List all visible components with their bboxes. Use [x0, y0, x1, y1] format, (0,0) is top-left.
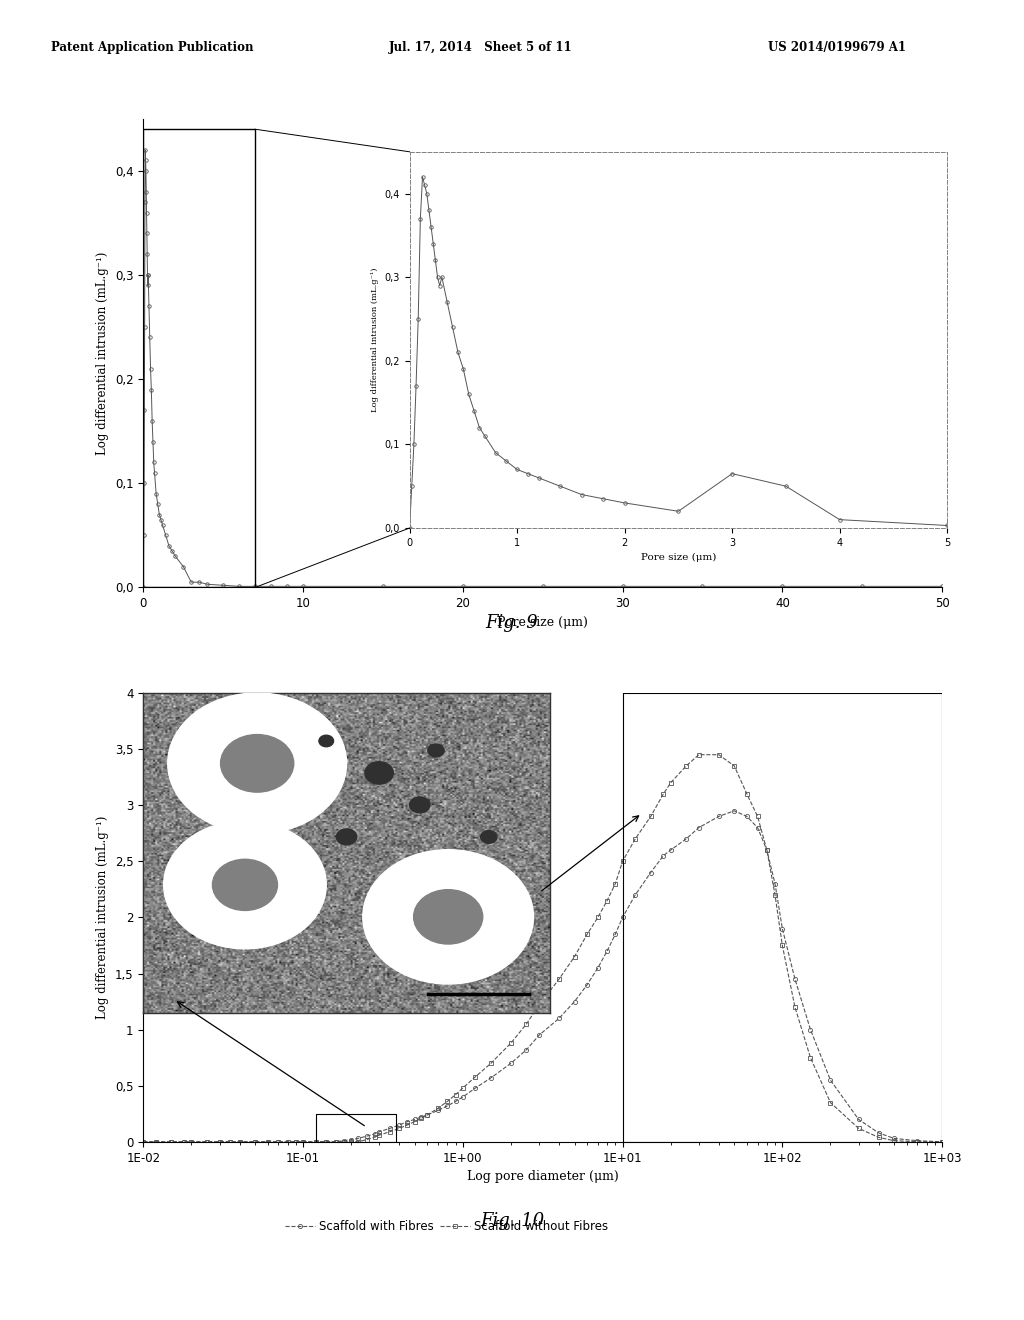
- Circle shape: [318, 735, 334, 747]
- Circle shape: [362, 850, 534, 983]
- Scaffold with Fibres: [233, 1134, 246, 1150]
- Scaffold without Fibres: [936, 1134, 948, 1150]
- Scaffold without Fibres: [137, 1134, 150, 1150]
- Scaffold without Fibres: [409, 1114, 421, 1130]
- Scaffold without Fibres: [692, 747, 705, 763]
- Circle shape: [168, 693, 346, 834]
- Circle shape: [220, 734, 294, 792]
- Text: Patent Application Publication: Patent Application Publication: [51, 41, 254, 54]
- Y-axis label: Log differential intrusion (mL.g⁻¹): Log differential intrusion (mL.g⁻¹): [371, 268, 379, 412]
- Circle shape: [365, 762, 393, 784]
- Text: US 2014/0199679 A1: US 2014/0199679 A1: [768, 41, 906, 54]
- Circle shape: [414, 890, 482, 944]
- Circle shape: [410, 797, 430, 813]
- Scaffold without Fibres: [852, 1121, 864, 1137]
- Scaffold without Fibres: [261, 1134, 273, 1150]
- Text: Jul. 17, 2014   Sheet 5 of 11: Jul. 17, 2014 Sheet 5 of 11: [389, 41, 572, 54]
- Scaffold with Fibres: [852, 1111, 864, 1127]
- X-axis label: Pore size (μm): Pore size (μm): [641, 553, 716, 562]
- Circle shape: [212, 859, 278, 911]
- Y-axis label: Log differential intrusion (mL.g⁻¹): Log differential intrusion (mL.g⁻¹): [96, 251, 110, 455]
- Scaffold with Fibres: [137, 1134, 150, 1150]
- Line: Scaffold with Fibres: Scaffold with Fibres: [141, 809, 944, 1144]
- Scaffold with Fibres: [936, 1134, 948, 1150]
- Scaffold with Fibres: [432, 1102, 444, 1118]
- Line: Scaffold without Fibres: Scaffold without Fibres: [141, 752, 944, 1144]
- X-axis label: Log pore diameter (μm): Log pore diameter (μm): [467, 1170, 618, 1183]
- Scaffold without Fibres: [432, 1101, 444, 1117]
- Scaffold without Fibres: [680, 758, 692, 774]
- Circle shape: [164, 821, 327, 949]
- Circle shape: [480, 830, 497, 843]
- Circle shape: [428, 744, 444, 756]
- Scaffold with Fibres: [261, 1134, 273, 1150]
- Scaffold without Fibres: [233, 1134, 246, 1150]
- Y-axis label: Log differential intrusion (mL.g⁻¹): Log differential intrusion (mL.g⁻¹): [96, 816, 110, 1019]
- Scaffold with Fibres: [409, 1111, 421, 1127]
- Legend: Scaffold with Fibres, Scaffold without Fibres: Scaffold with Fibres, Scaffold without F…: [281, 1214, 613, 1237]
- X-axis label: Pore size (μm): Pore size (μm): [498, 615, 588, 628]
- Scaffold with Fibres: [680, 832, 692, 847]
- Text: Fig. 10: Fig. 10: [480, 1212, 544, 1230]
- Text: Fig. 9: Fig. 9: [485, 614, 539, 632]
- Circle shape: [337, 829, 356, 845]
- Scaffold with Fibres: [728, 803, 740, 818]
